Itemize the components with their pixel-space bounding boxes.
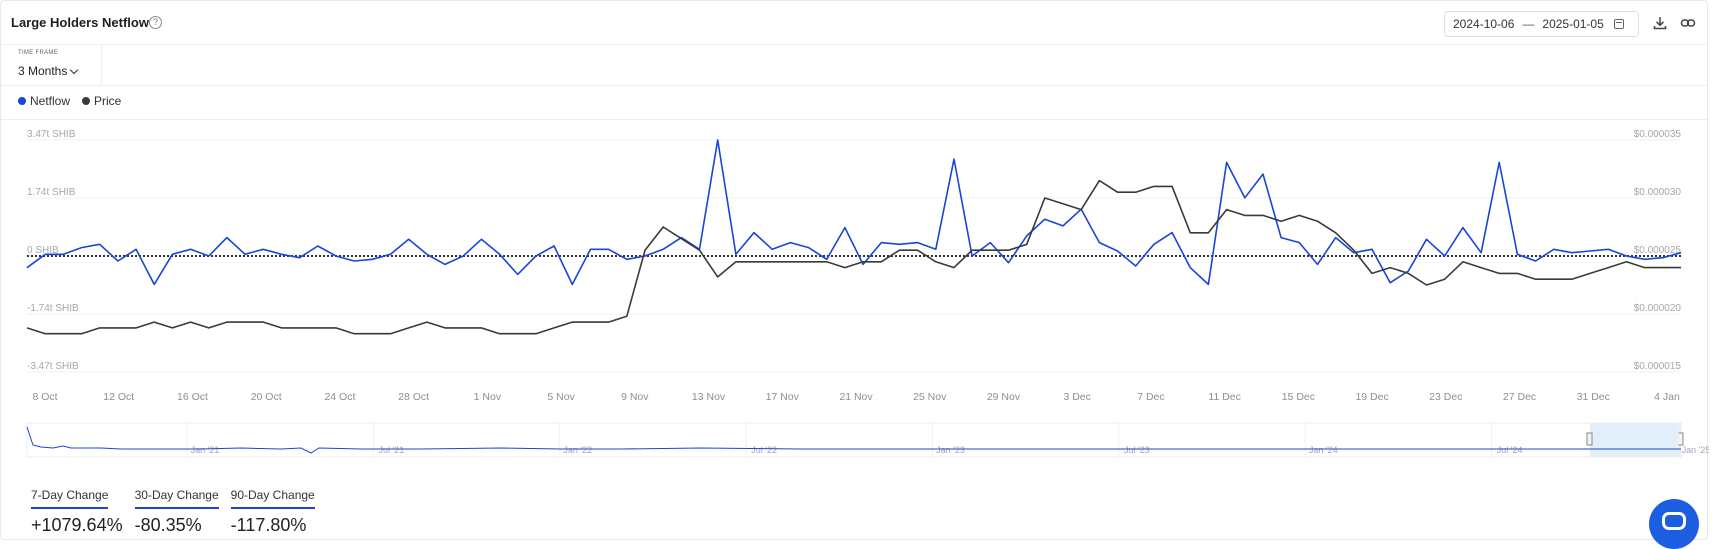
stat-30-day[interactable]: 30-Day Change -80.35% — [134, 486, 219, 536]
x-tick-label: 4 Jan — [1654, 391, 1680, 403]
timeframe-label: TIME FRAME — [18, 50, 58, 56]
download-icon[interactable] — [1652, 15, 1668, 31]
date-from[interactable]: 2024-10-06 — [1453, 17, 1515, 31]
x-tick-label: 11 Dec — [1208, 391, 1241, 403]
x-tick-label: 8 Oct — [32, 391, 57, 403]
navigator-tick-label: Jul '24 — [1497, 445, 1523, 455]
date-to[interactable]: 2025-01-05 — [1542, 17, 1604, 31]
x-tick-label: 31 Dec — [1577, 391, 1610, 403]
chat-icon[interactable] — [1662, 512, 1686, 530]
stat-30-day-label[interactable]: 30-Day Change — [134, 488, 219, 509]
x-tick-label: 19 Dec — [1355, 391, 1388, 403]
x-tick-label: 17 Nov — [766, 391, 800, 403]
y-right-tick-label: $0.000020 — [1634, 303, 1682, 314]
y-left-tick-label: 0 SHIB — [27, 245, 59, 256]
card-header: Large Holders Netflow ? 2024-10-06 — 202… — [1, 1, 1707, 45]
navigator-tick-label: Jan '24 — [1309, 445, 1338, 455]
navigator-tick-label: Jan '25 — [1682, 445, 1709, 455]
x-tick-label: 16 Oct — [177, 391, 208, 403]
chart-title: Large Holders Netflow — [11, 15, 149, 30]
change-stats: 7-Day Change +1079.64% 30-Day Change -80… — [31, 486, 315, 536]
navigator-tick-label: Jul '22 — [751, 445, 777, 455]
x-tick-label: 5 Nov — [547, 391, 575, 403]
y-left-tick-label: 3.47t SHIB — [27, 129, 76, 140]
x-tick-label: 9 Nov — [621, 391, 649, 403]
x-tick-label: 13 Nov — [692, 391, 726, 403]
x-tick-label: 24 Oct — [324, 391, 355, 403]
legend-dot-price — [82, 97, 91, 105]
legend-item-price[interactable]: Price — [82, 94, 121, 108]
stat-90-day-label[interactable]: 90-Day Change — [230, 488, 315, 509]
y-right-tick-label: $0.000015 — [1634, 361, 1682, 372]
divider — [1, 119, 1707, 120]
link-icon[interactable] — [1680, 15, 1696, 31]
stat-90-day[interactable]: 90-Day Change -117.80% — [230, 486, 315, 536]
netflow-chart[interactable]: 3.47t SHIB $0.000035 1.74t SHIB $0.000030 0 … — [1, 1, 1709, 471]
x-tick-label: 7 Dec — [1137, 391, 1164, 403]
navigator-tick-label: Jul '21 — [379, 445, 405, 455]
x-tick-label: 25 Nov — [913, 391, 947, 403]
x-tick-label: 23 Dec — [1429, 391, 1462, 403]
stat-7-day[interactable]: 7-Day Change +1079.64% — [31, 486, 123, 536]
navigator-tick-label: Jan '22 — [563, 445, 592, 455]
navigator-overview-line — [26, 426, 1681, 454]
legend-item-netflow[interactable]: Netflow — [18, 94, 70, 108]
x-tick-label: 27 Dec — [1503, 391, 1536, 403]
legend-label-price[interactable]: Price — [94, 94, 122, 108]
y-left-tick-label: -3.47t SHIB — [27, 361, 79, 372]
chart-legend: Netflow Price — [18, 94, 121, 108]
y-right-tick-label: $0.000035 — [1634, 129, 1682, 140]
stat-7-day-label[interactable]: 7-Day Change — [31, 488, 109, 509]
navigator-tick-label: Jul '23 — [1124, 445, 1150, 455]
x-tick-label: 20 Oct — [251, 391, 282, 403]
x-tick-label: 1 Nov — [474, 391, 502, 403]
timeframe-selector[interactable] — [1, 45, 102, 85]
navigator-selection[interactable] — [1590, 423, 1681, 457]
x-tick-label: 12 Oct — [103, 391, 134, 403]
series-line-netflow[interactable] — [26, 139, 1682, 286]
date-range-picker[interactable]: 2024-10-06 — 2025-01-05 — [1444, 11, 1639, 37]
question-circle-icon[interactable]: ? — [149, 16, 162, 29]
x-tick-label: 21 Nov — [839, 391, 873, 403]
x-tick-label: 28 Oct — [398, 391, 429, 403]
y-left-tick-label: 1.74t SHIB — [27, 187, 76, 198]
navigator-handle-right[interactable] — [1677, 432, 1684, 446]
x-tick-label: 3 Dec — [1063, 391, 1090, 403]
calendar-icon[interactable] — [1613, 19, 1624, 29]
y-right-tick-label: $0.000030 — [1634, 187, 1682, 198]
y-right-tick-label: $0.000025 — [1634, 245, 1682, 256]
stat-7-day-value: +1079.64% — [31, 515, 123, 535]
series-line-price[interactable] — [26, 179, 1681, 335]
navigator-handle-left[interactable] — [1586, 432, 1593, 446]
navigator-tick-label: Jan '21 — [191, 445, 220, 455]
legend-dot-netflow — [18, 97, 26, 105]
range-navigator[interactable] — [26, 422, 1682, 458]
stat-90-day-value: -117.80% — [230, 515, 307, 535]
legend-label-netflow[interactable]: Netflow — [30, 94, 71, 108]
y-left-tick-label: -1.74t SHIB — [27, 303, 79, 314]
timeframe-dropdown[interactable]: 3 Months — [18, 64, 79, 78]
divider — [1, 85, 1707, 86]
timeframe-value[interactable]: 3 Months — [18, 64, 68, 78]
x-tick-label: 15 Dec — [1282, 391, 1315, 403]
x-tick-label: 29 Nov — [987, 391, 1021, 403]
stat-30-day-value: -80.35% — [134, 515, 202, 535]
navigator-tick-label: Jan '23 — [936, 445, 965, 455]
date-separator: — — [1522, 17, 1535, 31]
